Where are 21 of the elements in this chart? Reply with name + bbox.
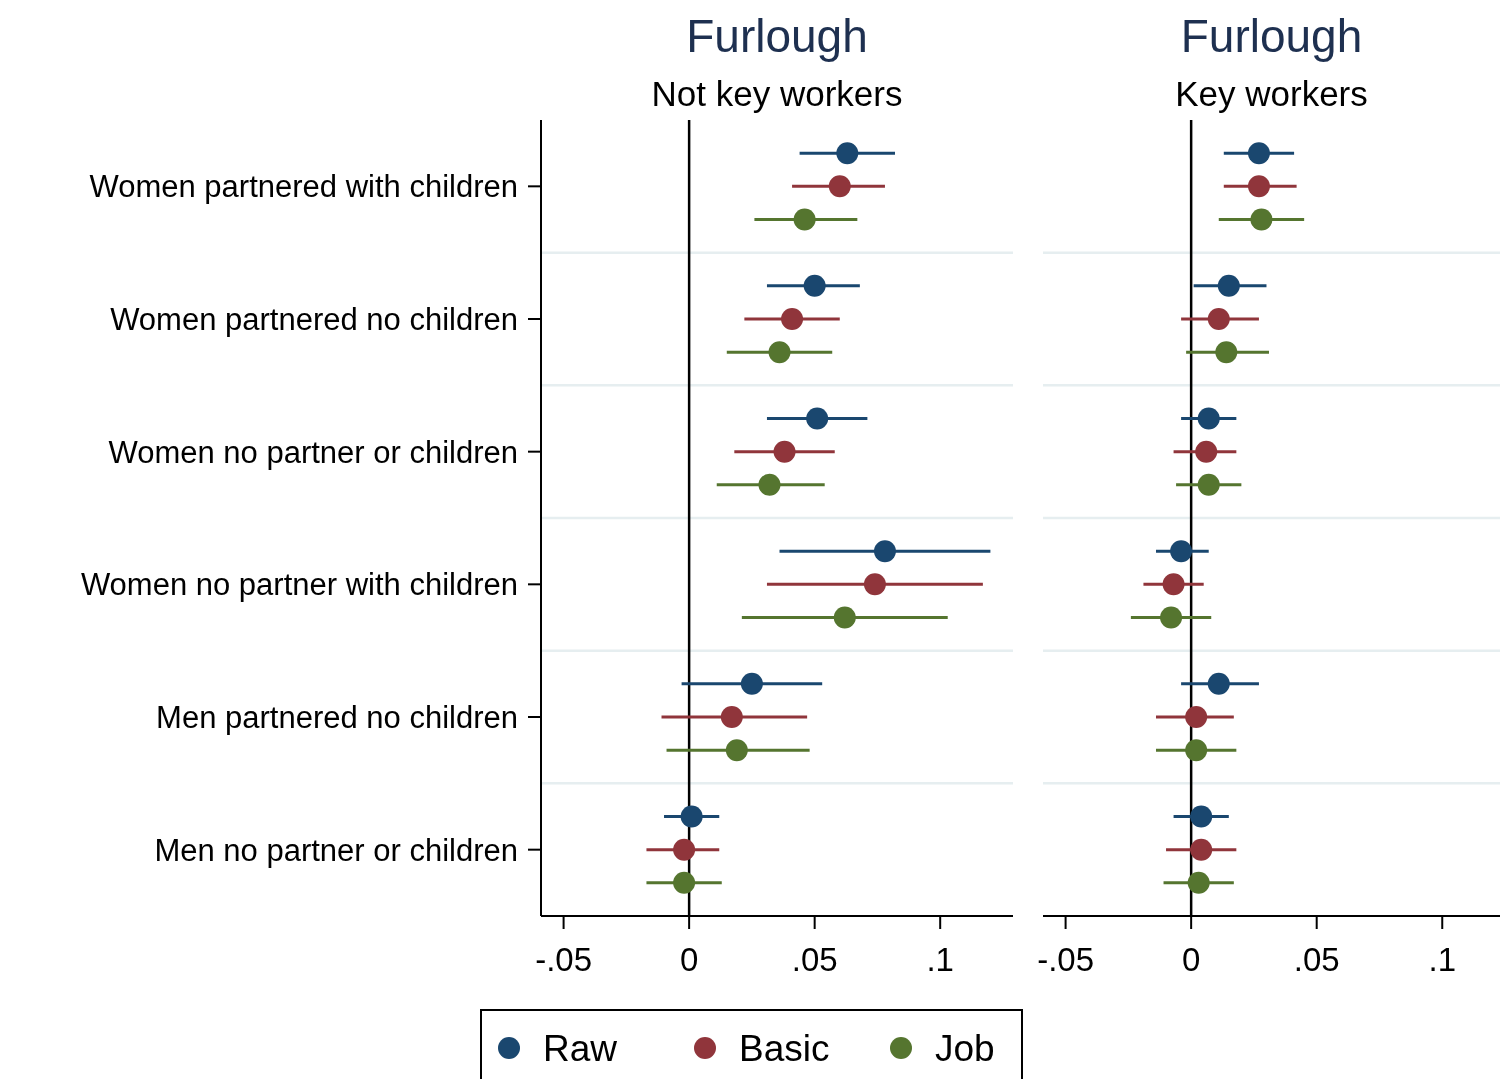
legend-label: Basic <box>739 1027 830 1069</box>
y-tick-label: Women partnered no children <box>110 301 518 337</box>
y-tick-label: Men partnered no children <box>156 699 518 735</box>
y-tick-label: Men no partner or children <box>154 832 518 868</box>
x-tick-label: -.05 <box>535 941 593 978</box>
chart-subtitle: Not key workers <box>651 74 903 113</box>
x-tick-label: -.05 <box>1037 941 1095 978</box>
legend-label: Raw <box>543 1027 618 1069</box>
x-tick-label: .1 <box>926 941 954 978</box>
y-tick-label: Women no partner or children <box>108 434 518 470</box>
chart-title: Furlough <box>1180 10 1363 62</box>
y-tick-label: Women no partner with children <box>80 567 518 603</box>
x-tick-label: .1 <box>1428 941 1457 978</box>
legend-label: Job <box>935 1027 995 1069</box>
chart-subtitle: Key workers <box>1175 74 1368 113</box>
x-tick-label: 0 <box>1181 941 1201 978</box>
chart-title: Furlough <box>686 10 868 62</box>
x-tick-label: .05 <box>1293 941 1340 978</box>
y-tick-label: Women partnered with children <box>89 169 518 205</box>
x-tick-label: .05 <box>791 941 838 978</box>
x-tick-label: 0 <box>679 941 699 978</box>
